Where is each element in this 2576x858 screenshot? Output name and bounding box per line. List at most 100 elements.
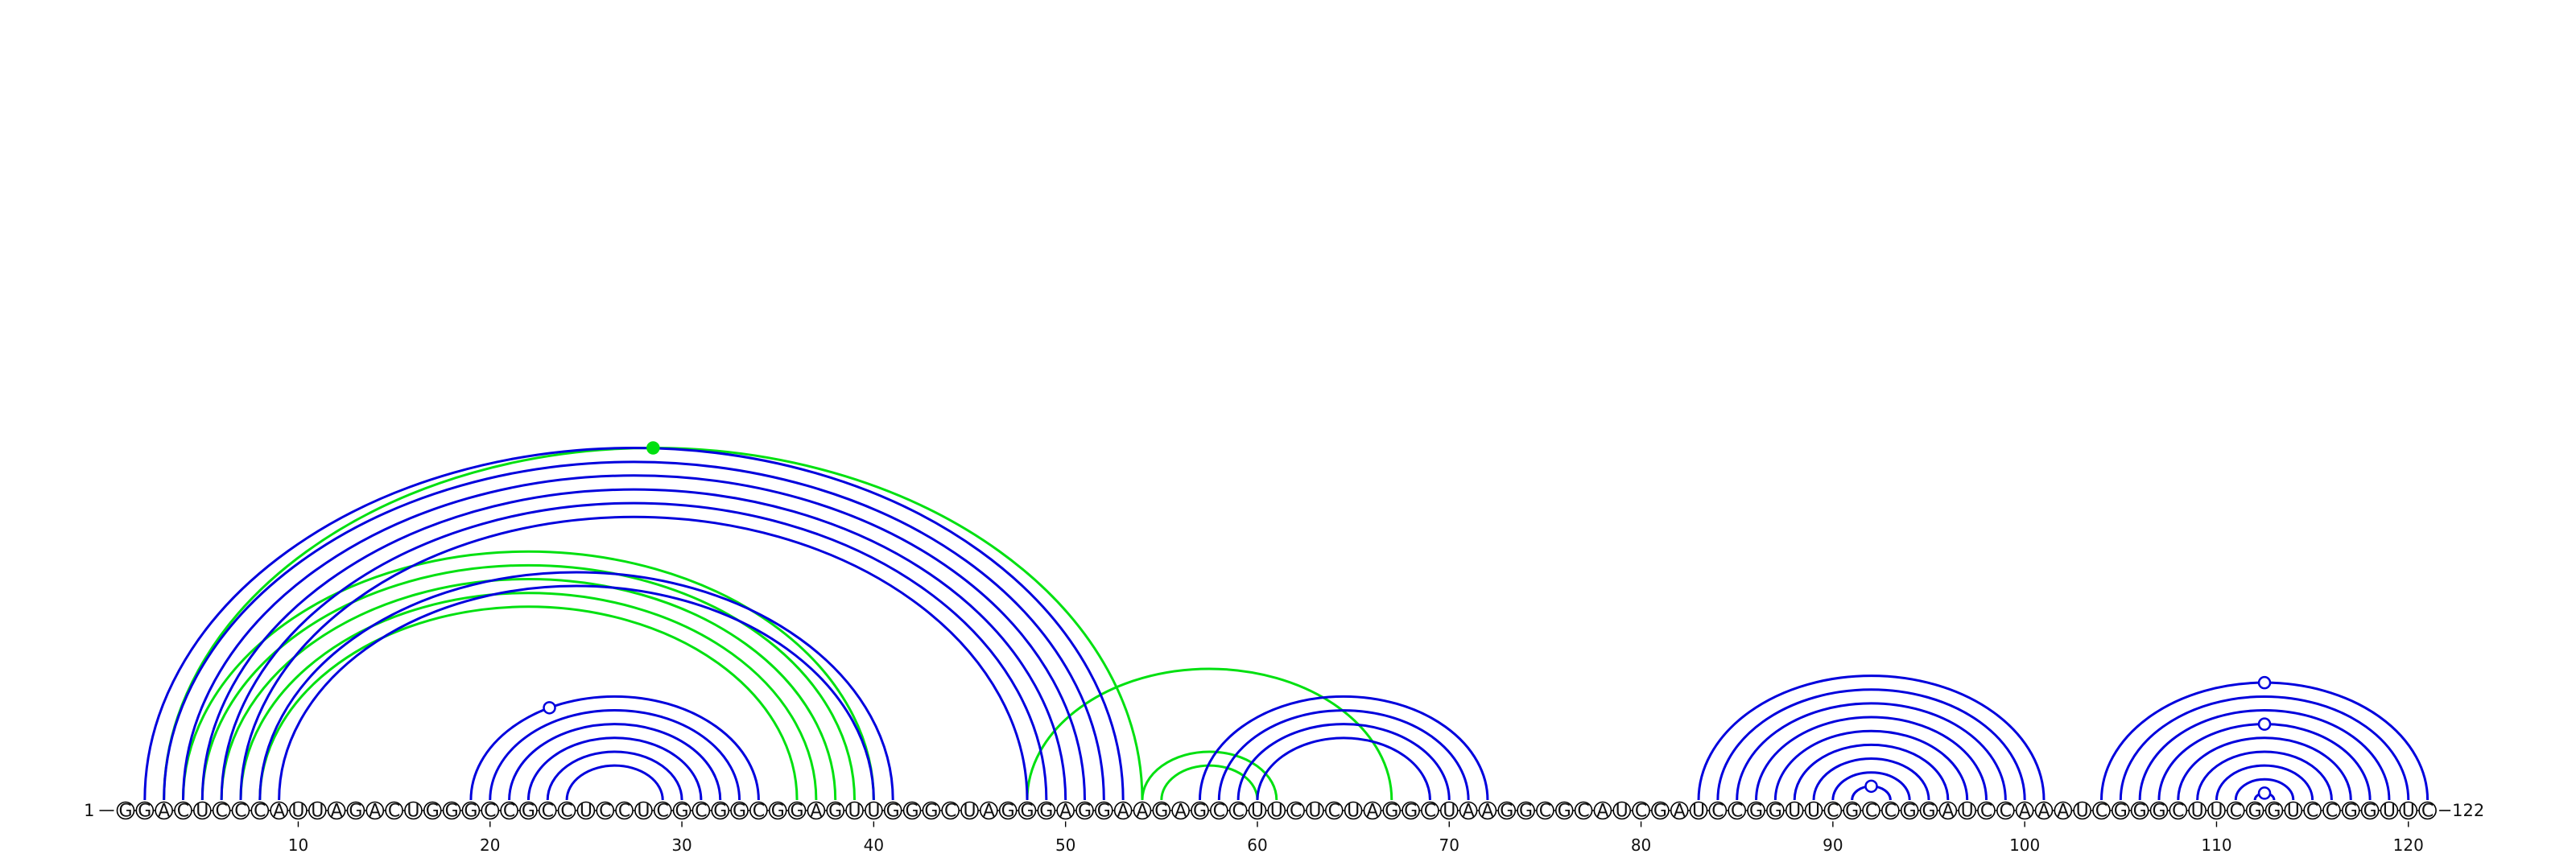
nucleotide-letter: U [2191,802,2204,822]
nucleotide: U [193,802,212,822]
nucleotide-circle [2399,801,2418,820]
stem-arc-21-32 [508,723,722,801]
stem-arc-59-70 [1236,723,1451,801]
nucleotide-circle [1785,801,1804,820]
nucleotide-circle [634,801,653,820]
stem-arc-19-34 [469,695,760,801]
nucleotide-circle [1977,801,1996,820]
nucleotide-circle [2322,801,2341,820]
nucleotide: C [174,802,192,822]
nucleotide-circle [1095,801,1113,820]
nucleotide-circle [1497,801,1517,820]
nucleotide: C [691,802,711,822]
nucleotide: G [1402,802,1420,822]
nucleotide: G [1037,802,1056,822]
nucleotide-circle [1248,801,1267,820]
nucleotide: G [116,802,135,822]
nucleotide-letter: C [1290,802,1302,822]
nucleotide-letter: U [1347,802,1360,822]
nucleotide: U [2188,802,2207,822]
nucleotide: C [2322,801,2341,822]
nucleotide-circle [327,801,346,820]
nucleotide: A [1113,802,1133,822]
nucleotide-letter: A [1674,802,1686,822]
nucleotide-letter: U [1692,802,1705,822]
nucleotide: C [1228,801,1248,822]
nucleotide-letter: C [1213,802,1225,822]
nucleotide-letter: G [886,802,900,822]
nucleotide: C [2092,802,2111,822]
nucleotide-letter: C [2000,802,2012,822]
nucleotide: G [998,802,1018,822]
nucleotide-circle [2303,801,2322,820]
nucleotide: G [423,802,442,822]
nucleotide: C [1728,802,1747,822]
nucleotide-circle [1382,801,1402,820]
nucleotide-circle [212,801,231,820]
end-label: 122 [2452,801,2484,820]
nucleotide-circle [1018,801,1037,820]
nucleotide-letter: C [177,802,189,822]
nucleotide-circle [672,801,691,820]
nucleotide-circle [2207,801,2226,820]
nucleotide-circle [2341,801,2360,820]
nucleotide-circle [250,801,270,820]
nucleotide: A [1938,802,1958,822]
nucleotide: G [826,801,845,822]
nucleotide: G [1152,802,1171,822]
pseudoknot-arc-54-61 [1141,750,1278,801]
nucleotide-circle [845,801,864,820]
stem-arc-5-50 [200,488,1067,801]
stem-arc-111-114 [2234,778,2295,801]
nucleotide: A [1670,802,1689,822]
nucleotide-letter: C [484,802,496,822]
stem-arc-2-53 [143,447,1125,801]
stem-arc-85-99 [1736,702,2007,801]
nucleotide-letter: U [2210,802,2223,822]
stem-arc-84-100 [1716,688,2026,801]
position-tick-label: 30 [671,835,691,855]
nucleotide-circle [826,801,845,820]
nucleotide-letter: A [983,802,995,822]
nucleotide-letter: U [311,802,324,822]
stem-arc-87-97 [1773,729,1969,801]
nucleotide: U [289,802,308,822]
nucleotide-circle [980,801,998,820]
nucleotide-circle [1708,801,1728,820]
nucleotide-letter: U [2383,802,2396,822]
nucleotide-circle [596,801,615,820]
nucleotide: U [1248,801,1267,822]
nucleotide-letter: U [1251,802,1264,822]
pseudoknot-arc-8-36 [258,605,799,801]
nucleotide-letter: C [1865,802,1877,822]
nucleotide: A [270,802,288,822]
nucleotide: G [2149,802,2169,822]
stem-arc-57-72 [1198,695,1489,801]
nucleotide: G [461,802,481,822]
nucleotide-letter: C [2172,802,2184,822]
nucleotide-circle [1823,801,1843,820]
nucleotide: C [500,802,518,822]
nucleotide: G [1075,802,1094,822]
nucleotide: U [1439,802,1459,822]
nucleotide: C [1708,801,1728,822]
nucleotide-circle [1536,801,1554,820]
nucleotide-letter: C [1539,802,1551,822]
stem-arc-83-101 [1697,674,2046,801]
nucleotide-circle [1632,801,1650,820]
nucleotide: C [1881,802,1900,822]
nucleotide-letter: A [2057,802,2069,822]
nucleotide-circle [1210,801,1228,820]
nucleotide: G [1766,802,1785,822]
nucleotide-letter: C [503,802,515,822]
nucleotide-letter: U [867,802,880,822]
nucleotide: U [1958,802,1976,822]
nucleotide-circle [1228,801,1248,820]
nucleotide: A [365,802,385,822]
nucleotide-circle [346,801,365,820]
nucleotide: U [1267,802,1286,822]
nucleotide: C [653,802,672,822]
stem-arc-90-94 [1831,771,1911,801]
arc-marker-1 [646,441,660,455]
